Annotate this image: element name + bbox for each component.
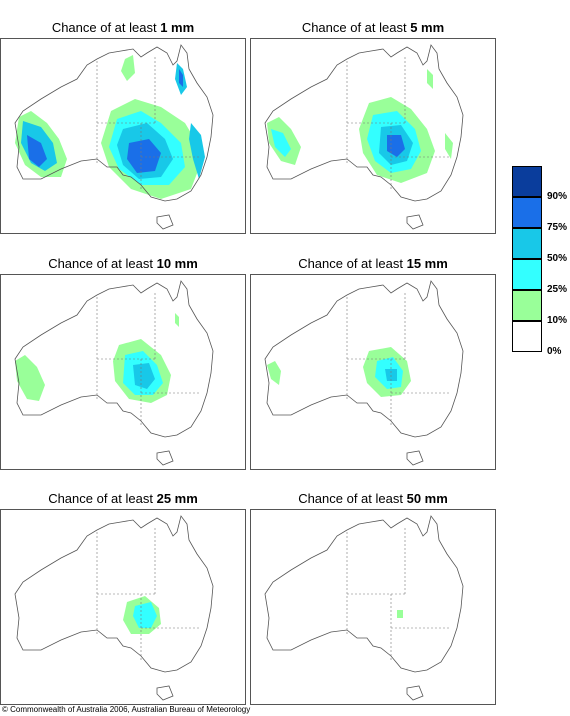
australia-outline [14,44,214,230]
rain-probability-shading [15,313,179,403]
state-borders [96,293,201,425]
panel-title-prefix: Chance of at least [48,491,157,506]
panel-title: Chance of at least 10 mm [0,254,246,274]
legend-label: 75% [547,222,568,233]
panel-title: Chance of at least 15 mm [250,254,496,274]
australia-outline [14,280,214,466]
map-panel-15mm: Chance of at least 15 mm [250,254,496,470]
rainfall-map-10mm [0,274,246,470]
rainfall-map-50mm [250,509,496,705]
state-borders [346,528,451,660]
panel-title-amount: 1 mm [160,20,195,35]
legend-swatch-25-50 [512,259,542,290]
panel-title: Chance of at least 5 mm [250,18,496,38]
rain-probability-shading [15,55,205,199]
probability-legend: 90% 75% 50% 25% 10% 0% [512,166,570,357]
australia-outline [264,515,464,701]
panel-title-prefix: Chance of at least [298,256,407,271]
rainfall-map-5mm [250,38,496,234]
rainfall-map-15mm [250,274,496,470]
panel-title-prefix: Chance of at least [51,20,161,35]
map-panel-50mm: Chance of at least 50 mm [250,489,496,705]
panel-title: Chance of at least 25 mm [0,489,246,509]
legend-swatch-50-75 [512,228,542,259]
map-panel-1mm: Chance of at least 1 mm [0,18,246,234]
panel-title-prefix: Chance of at least [298,491,407,506]
rain-probability-shading [267,347,411,397]
rain-probability-shading [397,610,403,618]
panel-title-amount: 50 mm [406,491,448,506]
state-borders [96,57,201,189]
legend-label: 0% [547,346,562,357]
map-panel-5mm: Chance of at least 5 mm [250,18,496,234]
rain-probability-shading [267,69,453,183]
legend-label: 10% [547,315,568,326]
rainfall-map-1mm [0,38,246,234]
panel-title-amount: 25 mm [156,491,198,506]
state-borders [96,528,201,660]
state-borders [346,57,451,189]
australia-outline [14,515,214,701]
panel-title-amount: 10 mm [156,256,198,271]
panel-title-prefix: Chance of at least [301,20,411,35]
legend-label: 90% [547,191,568,202]
australia-outline [264,44,464,230]
rainfall-map-25mm [0,509,246,705]
legend-label: 25% [547,284,568,295]
legend-swatch-0-10 [512,321,542,352]
panel-title-prefix: Chance of at least [48,256,157,271]
legend-swatch-75-90 [512,197,542,228]
copyright-notice: © Commonwealth of Australia 2006, Austra… [2,705,251,714]
panel-title: Chance of at least 50 mm [250,489,496,509]
panel-title-amount: 5 mm [410,20,445,35]
panel-title: Chance of at least 1 mm [0,18,246,38]
state-borders [346,293,451,425]
rain-probability-shading [123,596,161,634]
map-panel-25mm: Chance of at least 25 mm [0,489,246,705]
legend-swatch-90-100 [512,166,542,197]
legend-label: 50% [547,253,568,264]
legend-swatch-10-25 [512,290,542,321]
australia-outline [264,280,464,466]
panel-title-amount: 15 mm [406,256,448,271]
map-panel-10mm: Chance of at least 10 mm [0,254,246,470]
